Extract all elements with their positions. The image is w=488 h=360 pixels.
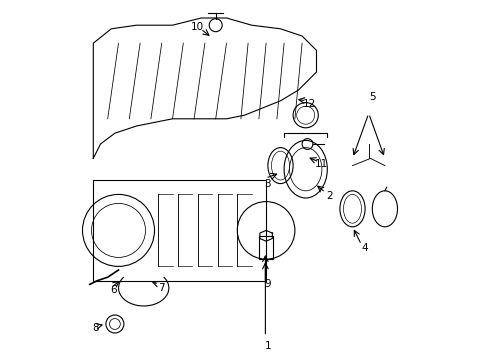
Text: 6: 6 bbox=[110, 285, 116, 295]
Text: 10: 10 bbox=[191, 22, 204, 32]
Bar bbox=[93, 180, 265, 281]
Text: 3: 3 bbox=[264, 179, 271, 189]
Text: 4: 4 bbox=[361, 243, 367, 253]
Text: 2: 2 bbox=[325, 191, 332, 201]
Text: 8: 8 bbox=[92, 323, 98, 333]
Text: 11: 11 bbox=[315, 159, 328, 169]
Bar bbox=[258, 236, 273, 259]
Text: 7: 7 bbox=[158, 283, 164, 293]
Text: 5: 5 bbox=[368, 92, 375, 102]
Text: 12: 12 bbox=[302, 99, 315, 109]
Text: 9: 9 bbox=[264, 279, 271, 289]
Text: 1: 1 bbox=[264, 341, 271, 351]
